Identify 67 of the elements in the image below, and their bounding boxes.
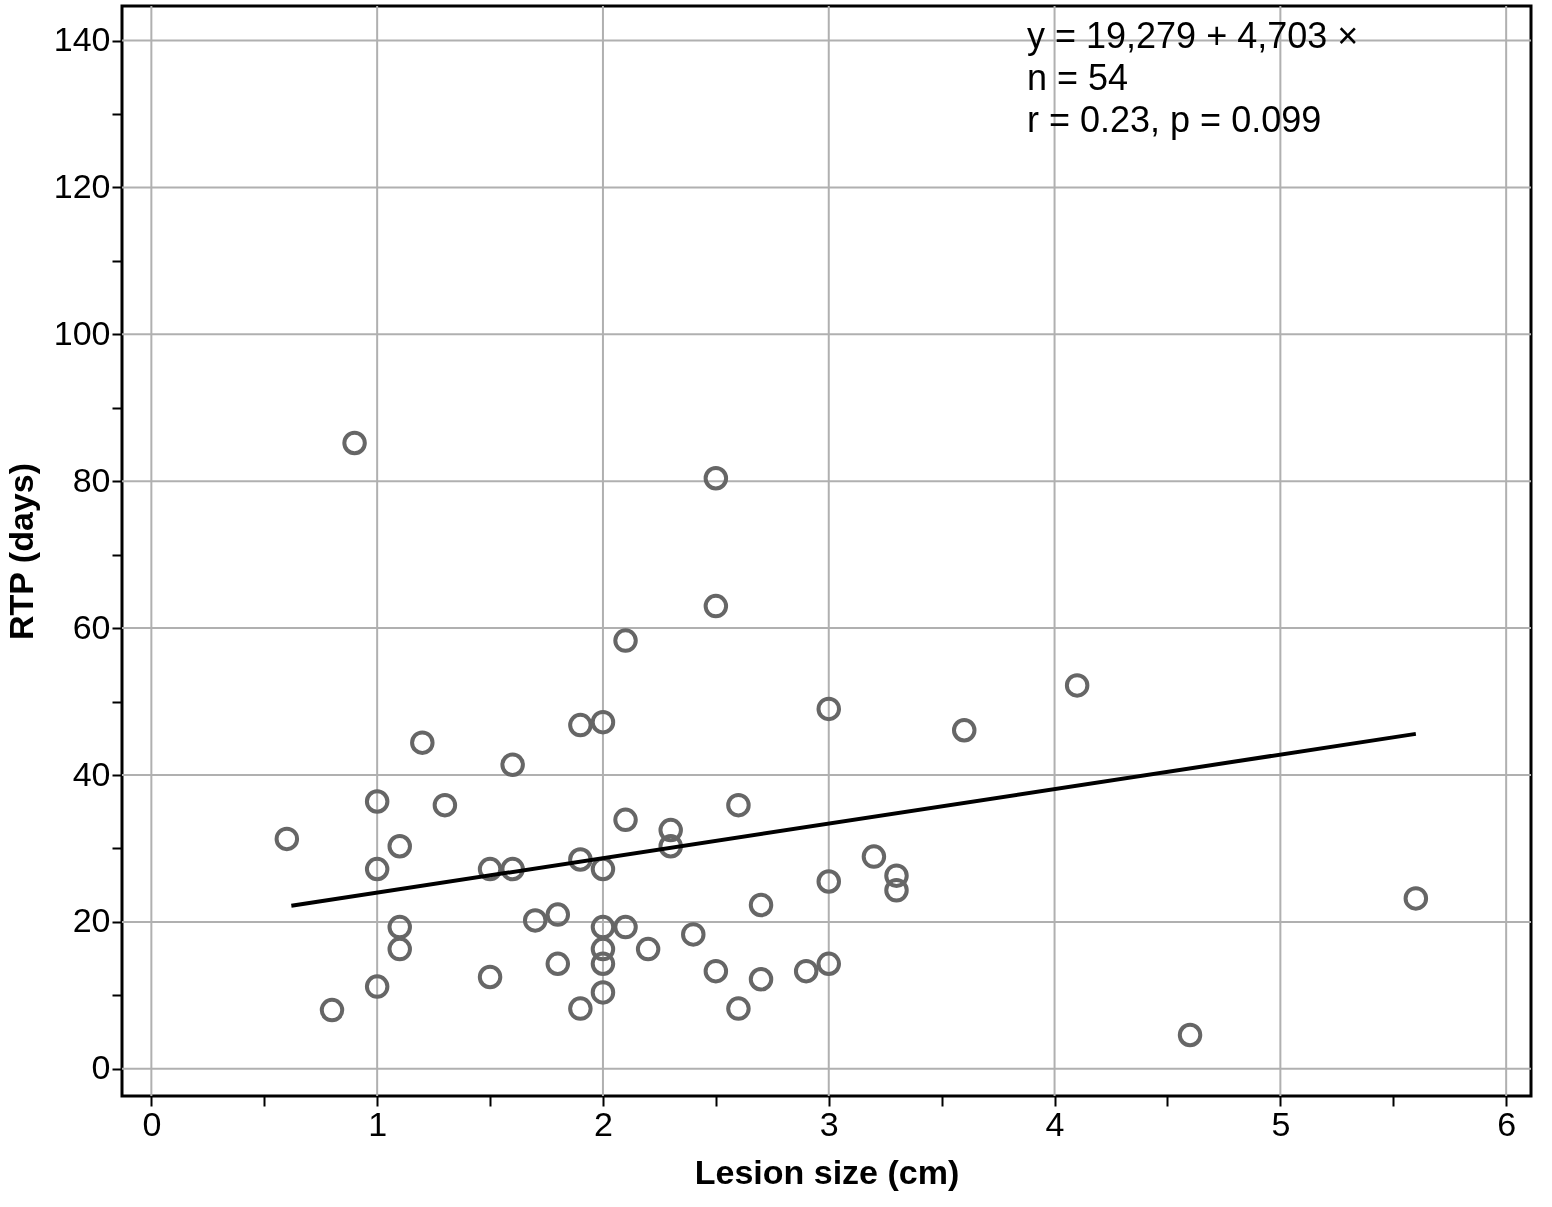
x-tick-label: 0 <box>142 1104 162 1143</box>
point <box>387 936 412 962</box>
y-tick-label: 60 <box>72 607 111 646</box>
y-tick-label: 0 <box>91 1048 111 1087</box>
point <box>635 936 661 962</box>
point <box>319 997 345 1023</box>
point <box>364 974 390 999</box>
point <box>726 996 751 1021</box>
y-tick-label: 120 <box>53 166 111 205</box>
point <box>387 834 412 859</box>
y-tick-label: 80 <box>72 460 111 499</box>
y-tick-label: 40 <box>72 754 111 793</box>
point <box>590 709 616 735</box>
point <box>703 593 729 619</box>
point <box>590 951 616 977</box>
point <box>545 951 571 977</box>
annotation: n = 54 <box>1027 57 1129 98</box>
annotation: y = 19,279 + 4,703 × <box>1027 15 1359 56</box>
point <box>884 878 909 903</box>
point <box>387 914 412 940</box>
point <box>590 936 616 962</box>
y-tick-label: 20 <box>72 901 111 940</box>
point <box>590 914 616 940</box>
point <box>274 826 300 852</box>
point <box>590 980 616 1005</box>
point <box>748 892 774 918</box>
point <box>342 430 367 456</box>
point <box>1064 673 1090 698</box>
point <box>861 844 887 869</box>
point <box>703 466 729 491</box>
x-tick-label: 4 <box>1045 1104 1065 1143</box>
point <box>477 964 503 990</box>
point <box>545 902 571 927</box>
point <box>364 856 390 882</box>
x-tick-label: 6 <box>1497 1104 1517 1143</box>
y-tick-label: 100 <box>53 313 111 352</box>
point <box>726 792 751 818</box>
point <box>613 628 638 653</box>
point <box>613 914 638 940</box>
point <box>816 696 841 722</box>
point <box>364 789 390 814</box>
x-tick-label: 3 <box>819 1104 839 1143</box>
point <box>681 922 706 947</box>
x-tick-label: 1 <box>368 1104 388 1143</box>
point <box>703 958 729 984</box>
point <box>658 817 683 843</box>
point <box>748 966 774 992</box>
y-axis-title: RTP (days) <box>1 463 40 640</box>
point <box>816 951 841 977</box>
y-tick-label: 140 <box>53 20 111 59</box>
point <box>410 730 435 755</box>
point <box>793 958 819 984</box>
point <box>1403 886 1429 911</box>
x-tick-label: 2 <box>594 1104 613 1143</box>
point <box>884 863 909 888</box>
point <box>432 792 458 818</box>
point <box>522 908 548 933</box>
point <box>500 752 525 777</box>
point <box>568 996 593 1021</box>
x-axis-title: Lesion size (cm) <box>694 1152 960 1191</box>
x-tick-label: 5 <box>1271 1104 1291 1143</box>
point <box>613 807 638 833</box>
point <box>816 869 841 894</box>
point <box>1177 1022 1203 1048</box>
annotation: r = 0.23, p = 0.099 <box>1027 99 1322 140</box>
point <box>951 717 977 743</box>
point <box>568 712 593 738</box>
